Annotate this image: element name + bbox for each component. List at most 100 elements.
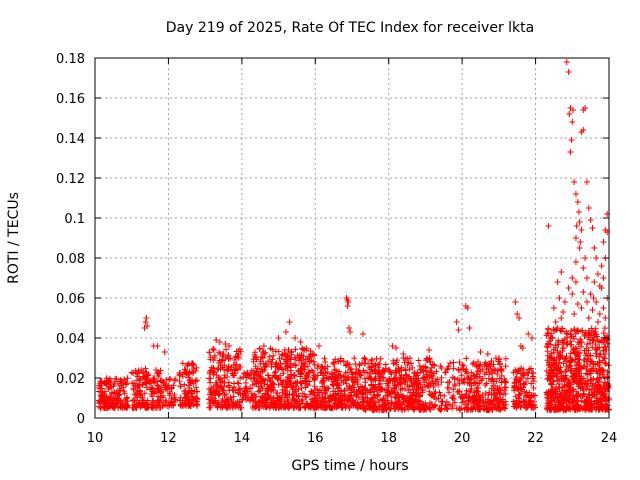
- data-point: [456, 376, 463, 383]
- data-point: [458, 405, 465, 412]
- data-point: [592, 328, 599, 335]
- data-point: [574, 199, 581, 205]
- data-point: [483, 362, 490, 369]
- data-point: [221, 391, 228, 398]
- data-point: [577, 328, 584, 335]
- data-point: [129, 380, 136, 387]
- data-point: [600, 392, 607, 399]
- data-point: [600, 347, 607, 354]
- data-point: [334, 403, 341, 410]
- data-point: [590, 365, 597, 372]
- data-point: [577, 385, 584, 392]
- data-point: [512, 401, 519, 408]
- data-point: [343, 361, 350, 368]
- data-point: [340, 379, 347, 386]
- data-point: [602, 344, 609, 351]
- data-point: [283, 384, 290, 391]
- data-point: [578, 305, 585, 311]
- data-point: [567, 350, 574, 357]
- data-point: [486, 399, 493, 406]
- y-tick-label: 0: [77, 412, 85, 427]
- data-point: [317, 387, 324, 394]
- data-point: [361, 375, 368, 382]
- data-point: [352, 369, 359, 376]
- data-point: [302, 393, 309, 400]
- data-point: [393, 374, 400, 381]
- data-point: [583, 179, 590, 185]
- data-point: [460, 362, 467, 369]
- data-point: [291, 396, 298, 403]
- data-point: [404, 355, 411, 362]
- data-point: [143, 315, 150, 321]
- data-point: [430, 383, 437, 390]
- data-point: [133, 369, 140, 376]
- data-point: [590, 295, 597, 301]
- data-point: [226, 387, 233, 394]
- data-point: [447, 401, 454, 408]
- data-point: [168, 399, 175, 406]
- data-point: [567, 401, 574, 408]
- data-point: [490, 398, 497, 405]
- y-tick-label: 0.12: [56, 172, 85, 187]
- data-point: [434, 376, 441, 383]
- data-point: [273, 401, 280, 408]
- data-point: [215, 360, 222, 367]
- data-point: [589, 344, 596, 351]
- data-point: [237, 375, 244, 382]
- data-point: [580, 289, 587, 295]
- data-point: [191, 388, 198, 395]
- data-point: [583, 358, 590, 365]
- data-point: [459, 362, 466, 369]
- data-point: [476, 363, 483, 370]
- data-point: [378, 402, 385, 409]
- data-point: [517, 390, 524, 397]
- data-point: [528, 380, 535, 387]
- y-tick-label: 0.14: [56, 132, 85, 147]
- data-point: [475, 406, 482, 413]
- data-point: [563, 352, 570, 359]
- data-point: [431, 401, 438, 408]
- data-point: [592, 350, 599, 357]
- data-point: [567, 331, 574, 338]
- data-point: [234, 379, 241, 386]
- data-point: [300, 362, 307, 369]
- data-point: [124, 402, 131, 409]
- data-point: [354, 376, 361, 383]
- data-point: [344, 385, 351, 392]
- data-point: [275, 348, 282, 355]
- data-point: [483, 405, 490, 412]
- data-point: [171, 398, 178, 405]
- data-point: [435, 395, 442, 402]
- data-point: [387, 369, 394, 376]
- data-point: [555, 399, 562, 406]
- data-point: [144, 323, 151, 329]
- data-point: [594, 319, 601, 325]
- data-point: [346, 395, 353, 402]
- data-point: [360, 331, 367, 337]
- x-tick-label: 14: [234, 431, 251, 446]
- data-point: [579, 327, 586, 334]
- data-point: [215, 365, 222, 372]
- data-point: [574, 301, 581, 307]
- data-point: [210, 383, 217, 390]
- data-point: [573, 362, 580, 369]
- data-point: [338, 401, 345, 408]
- data-point: [324, 363, 331, 370]
- data-point: [253, 402, 260, 409]
- data-point: [589, 307, 596, 313]
- data-point: [153, 367, 160, 374]
- data-point: [182, 369, 189, 376]
- data-point: [513, 377, 520, 384]
- data-point: [269, 356, 276, 363]
- data-point: [472, 395, 479, 402]
- data-point: [230, 393, 237, 400]
- data-point: [479, 375, 486, 382]
- data-point: [416, 393, 423, 400]
- data-point: [342, 362, 349, 369]
- data-point: [546, 364, 553, 371]
- data-point: [591, 404, 598, 411]
- data-point: [347, 365, 354, 372]
- data-point: [101, 388, 108, 395]
- data-point: [291, 354, 298, 361]
- data-point: [242, 394, 249, 401]
